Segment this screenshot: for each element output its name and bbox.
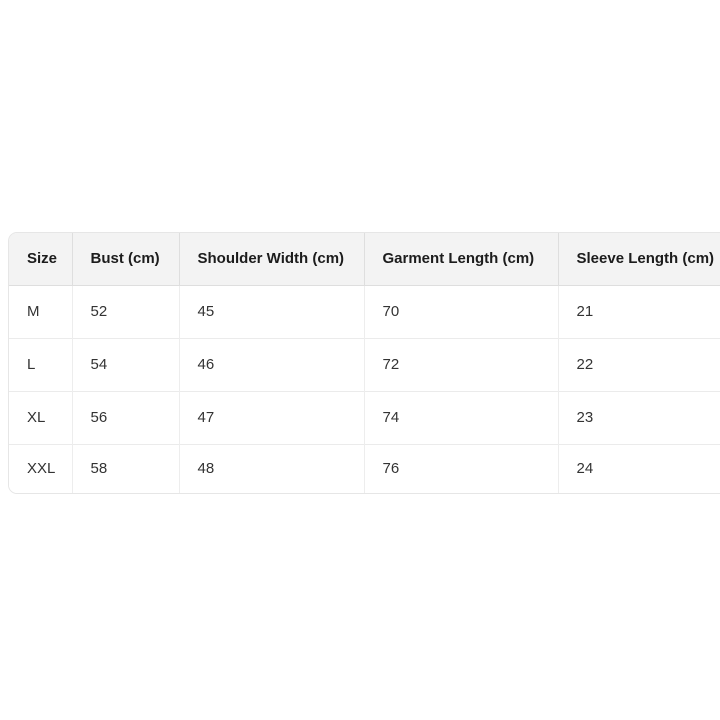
column-header-shoulder-width: Shoulder Width (cm) — [178, 233, 364, 286]
sleeve-length-cell: 22 — [557, 337, 720, 391]
size-cell: L — [9, 337, 72, 391]
garment-length-cell: 70 — [363, 285, 558, 338]
sleeve-length-cell: 21 — [557, 285, 720, 338]
bust-cell: 58 — [71, 443, 179, 493]
shoulder-width-cell: 47 — [178, 390, 364, 444]
sleeve-length-cell: 24 — [557, 443, 720, 493]
column-header-garment-length: Garment Length (cm) — [363, 233, 558, 286]
table-row: L 54 46 72 22 — [9, 337, 720, 391]
table-row: XXL 58 48 76 24 — [9, 443, 720, 493]
size-chart-header: Size Bust (cm) Shoulder Width (cm) Garme… — [9, 233, 720, 286]
size-chart-body: M 52 45 70 21 L 54 46 72 22 XL 56 47 74 … — [9, 285, 720, 493]
bust-cell: 56 — [71, 390, 179, 444]
garment-length-cell: 74 — [363, 390, 558, 444]
shoulder-width-cell: 45 — [178, 285, 364, 338]
bust-cell: 52 — [71, 285, 179, 338]
bust-cell: 54 — [71, 337, 179, 391]
column-header-size: Size — [9, 233, 72, 286]
shoulder-width-cell: 48 — [178, 443, 364, 493]
sleeve-length-cell: 23 — [557, 390, 720, 444]
size-cell: XL — [9, 390, 72, 444]
shoulder-width-cell: 46 — [178, 337, 364, 391]
column-header-bust: Bust (cm) — [71, 233, 179, 286]
column-header-sleeve-length: Sleeve Length (cm) — [557, 233, 720, 286]
table-row: M 52 45 70 21 — [9, 285, 720, 338]
size-chart-card: Size Bust (cm) Shoulder Width (cm) Garme… — [8, 232, 720, 494]
size-chart-table: Size Bust (cm) Shoulder Width (cm) Garme… — [9, 233, 720, 493]
garment-length-cell: 76 — [363, 443, 558, 493]
size-cell: M — [9, 285, 72, 338]
table-row: XL 56 47 74 23 — [9, 390, 720, 444]
size-cell: XXL — [9, 443, 72, 493]
garment-length-cell: 72 — [363, 337, 558, 391]
header-row: Size Bust (cm) Shoulder Width (cm) Garme… — [9, 233, 720, 286]
